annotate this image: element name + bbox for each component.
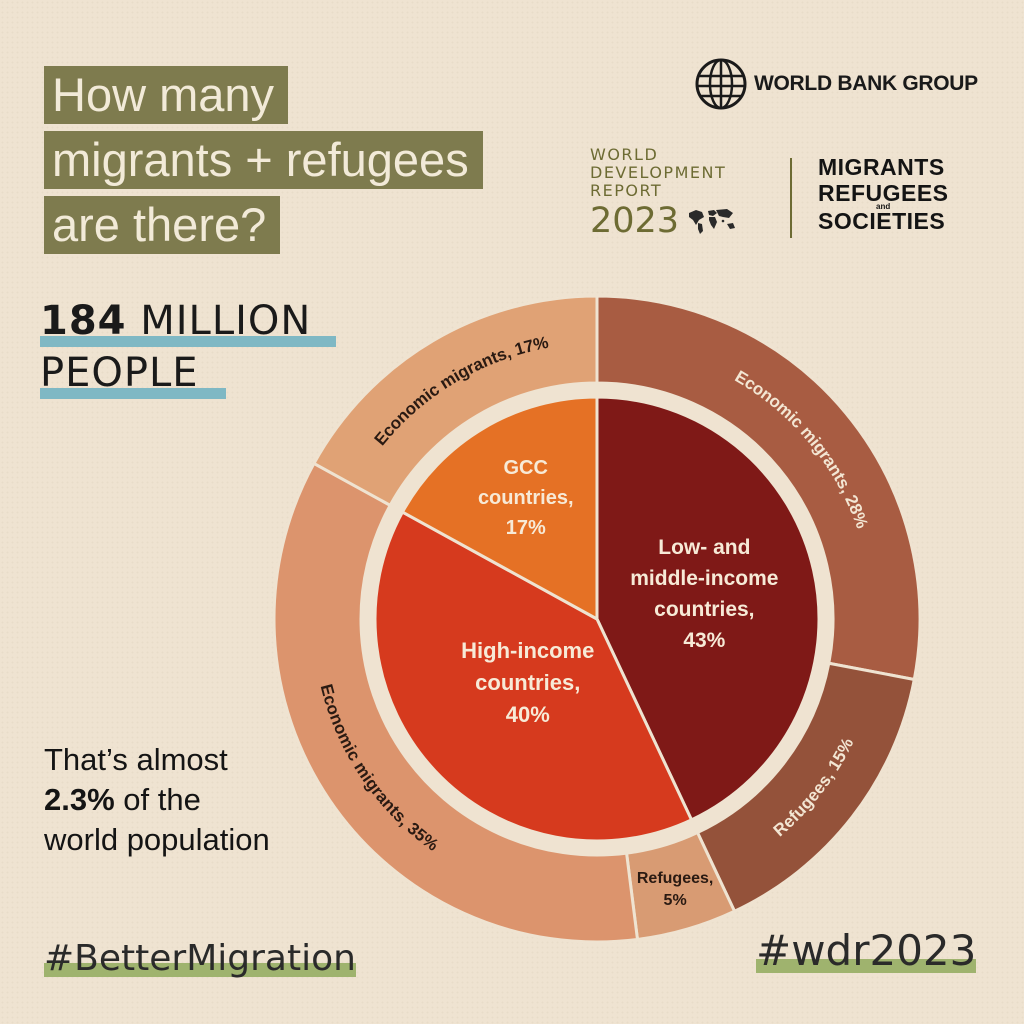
inner-label-1-line-0: High-income: [461, 638, 594, 663]
population-note: That’s almost 2.3% of the world populati…: [44, 740, 270, 860]
title-line-3: are there?: [44, 196, 281, 254]
hashtag-better-migration-text: #BetterMigration: [44, 938, 356, 979]
inner-label-2-line-0: GCC: [504, 457, 548, 479]
inner-label-2-line-2: 17%: [506, 517, 546, 539]
report-year-row: 2023: [590, 202, 737, 240]
outer-label-2-line-0: Refugees,: [637, 870, 713, 887]
hashtag-wdr2023[interactable]: #wdr2023: [756, 926, 977, 975]
inner-slice-2: [400, 395, 599, 622]
globe-icon: [695, 58, 747, 110]
inner-slice-1: [373, 510, 694, 843]
inner-label-1-line-1: countries,: [475, 670, 580, 695]
inner-label-2-line-1: countries,: [478, 487, 574, 509]
headline-line-1: 184 MILLION: [40, 297, 336, 349]
headline-number: 184: [40, 298, 127, 344]
title-line-2: migrants + refugees: [44, 131, 483, 189]
report-divider: [790, 158, 792, 238]
outer-label-1: Refugees, 15%: [770, 735, 858, 840]
headline-unit2: PEOPLE: [40, 350, 199, 396]
note-pct: 2.3%: [44, 782, 115, 817]
note-line-2: 2.3% of the: [44, 780, 270, 820]
outer-label-0: Economic migrants, 28%: [732, 367, 872, 531]
outer-segment-1: [695, 661, 917, 914]
outer-segment-2: [624, 830, 737, 942]
hashtag-wdr2023-text: #wdr2023: [756, 926, 977, 975]
report-year: 2023: [590, 201, 680, 241]
headline-unit: MILLION: [140, 298, 312, 344]
outer-segment-0: [595, 294, 922, 682]
report-theme: MIGRANTS REFUGEES and SOCIETIES: [818, 154, 949, 234]
note-line-2-rest: of the: [114, 782, 201, 817]
report-line-1: WORLD: [590, 145, 659, 164]
outer-segment-3: [272, 461, 640, 944]
headline-line-2: PEOPLE: [40, 349, 311, 401]
title-line-1: How many: [44, 66, 289, 124]
world-bank-logo-text: WORLD BANK GROUP: [754, 72, 978, 95]
outer-segment-4: [311, 294, 599, 508]
inner-label-1-line-2: 40%: [506, 702, 550, 727]
report-line-3: REPORT: [590, 181, 663, 200]
report-line-2: DEVELOPMENT: [590, 163, 727, 182]
inner-label-0-line-0: Low- and: [658, 536, 750, 559]
theme-and: and: [876, 202, 891, 211]
outer-label-3: Economic migrants, 35%: [317, 682, 442, 855]
theme-line-2: REFUGEES: [818, 180, 949, 206]
inner-label-0-line-3: 43%: [683, 629, 725, 652]
world-map-icon: [689, 209, 736, 234]
inner-label-0-line-2: countries,: [654, 598, 754, 621]
theme-line-1: MIGRANTS: [818, 154, 945, 180]
inner-slice-0: [595, 395, 821, 822]
theme-line-3: SOCIETIES: [818, 208, 946, 234]
headline-figure: 184 MILLION PEOPLE: [40, 297, 336, 401]
report-name: WORLD DEVELOPMENT REPORT 2023: [590, 146, 737, 240]
note-line-1: That’s almost: [44, 742, 228, 777]
note-line-3: world population: [44, 822, 270, 857]
outer-label-2-line-1: 5%: [664, 892, 687, 909]
inner-label-0-line-1: middle-income: [630, 567, 778, 590]
hashtag-better-migration[interactable]: #BetterMigration: [44, 938, 356, 979]
world-bank-logo: WORLD BANK GROUP: [694, 57, 978, 111]
outer-label-4: Economic migrants, 17%: [371, 333, 551, 449]
donut-gap: [361, 383, 833, 855]
